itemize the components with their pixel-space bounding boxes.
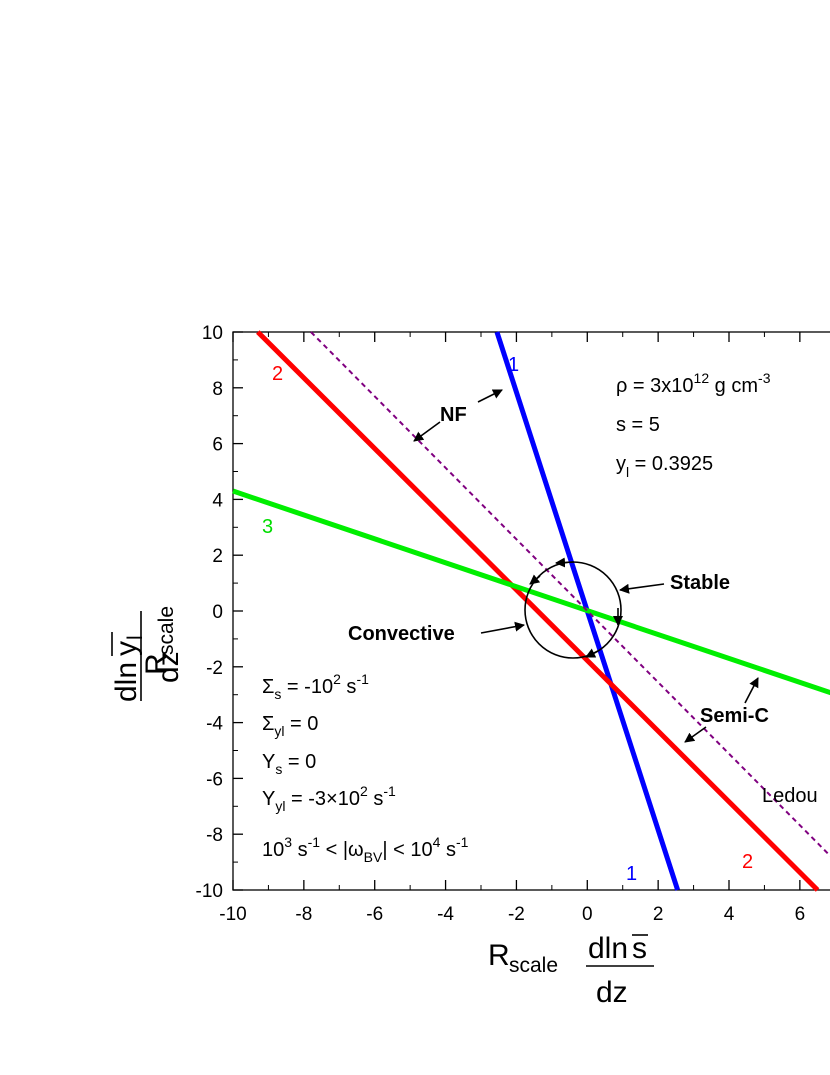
- series-group: [232, 330, 830, 892]
- svg-text:scale: scale: [155, 606, 178, 655]
- label-semi-c: Semi-C: [700, 705, 769, 727]
- circle-arrow-4: [585, 648, 599, 658]
- arrow-nf-1: [477, 389, 503, 403]
- label-convective: Convective: [348, 623, 455, 645]
- x-tick-label: 0: [582, 904, 593, 925]
- y-tick-label: 10: [202, 323, 223, 344]
- svg-text:R: R: [488, 939, 510, 972]
- svg-text:l: l: [124, 635, 147, 640]
- y-tick-label: -8: [206, 825, 223, 846]
- label-stable: Stable: [670, 572, 730, 594]
- svg-text:s: s: [632, 932, 647, 965]
- series-line-4: [310, 331, 830, 858]
- svg-text:dln: dln: [110, 662, 143, 702]
- arrow-semi-c-1: [744, 677, 759, 704]
- x-tick-label: -10: [219, 904, 246, 925]
- y-tick-label: 4: [212, 490, 223, 511]
- y-tick-label: 2: [212, 546, 223, 567]
- annotation-yl: yl = 0.3925: [616, 453, 713, 480]
- y-tick-label: -6: [206, 769, 223, 790]
- svg-text:R: R: [140, 653, 173, 675]
- x-tick-label: -6: [366, 904, 383, 925]
- y-tick-label: 0: [212, 602, 223, 623]
- axis-ticks: -10 -8 -6 -4 -2 0 2 4 6 -10 -8 -6 -4 -2 0 2 4 6 8 10: [196, 323, 806, 925]
- series-3-label-top: 3: [262, 516, 273, 538]
- circle-arrow-2: [529, 574, 541, 585]
- circle-arrow-1: [555, 557, 575, 568]
- svg-text:scale: scale: [509, 954, 558, 977]
- arrow-stable: [619, 583, 665, 594]
- y-tick-label: -2: [206, 658, 223, 679]
- x-tick-label: -8: [295, 904, 312, 925]
- arrow-semi-c-2: [684, 726, 707, 743]
- annotation-rho: ρ = 3x1012 g cm-3: [616, 370, 771, 397]
- svg-text:y: y: [110, 641, 143, 656]
- y-tick-label: 6: [212, 435, 223, 456]
- svg-text:dz: dz: [152, 651, 185, 683]
- x-tick-label: 2: [653, 904, 664, 925]
- annotation-upsilon-s: Υs = 0: [262, 751, 316, 777]
- y-tick-label: -4: [206, 714, 223, 735]
- series-ledoux-label: Ledou: [762, 785, 818, 807]
- series-line-3: [232, 488, 830, 696]
- annotation-upsilon-yl: Υyl = -3×102 s-1: [262, 783, 396, 814]
- series-2-label-bottom: 2: [742, 851, 753, 873]
- svg-text:dz: dz: [596, 976, 628, 1009]
- annotation-sigma-s: Σs = -102 s-1: [262, 671, 369, 702]
- series-2-label-top: 2: [272, 363, 283, 385]
- x-tick-label: 6: [795, 904, 806, 925]
- annotation-sigma-yl: Σyl = 0: [262, 713, 318, 739]
- x-tick-label: -4: [437, 904, 454, 925]
- series-1-label-top: 1: [508, 354, 519, 376]
- x-tick-label: 4: [724, 904, 735, 925]
- series-line-2: [256, 330, 820, 892]
- x-tick-label: -2: [508, 904, 525, 925]
- label-nf: NF: [440, 404, 467, 426]
- arrow-convective: [480, 621, 525, 634]
- annotation-s: s = 5: [616, 414, 660, 436]
- y-axis-title: R scale dln y l dz: [110, 606, 185, 702]
- svg-text:dln: dln: [588, 932, 628, 965]
- y-tick-label: 8: [212, 379, 223, 400]
- x-axis-title: R scale dln s dz: [488, 932, 654, 1009]
- arrow-nf-2: [413, 421, 441, 442]
- annotation-omega: 103 s-1 < |ωBV| < 104 s-1: [262, 834, 469, 865]
- series-1-label-bottom: 1: [626, 863, 637, 885]
- y-tick-label: -10: [196, 881, 223, 902]
